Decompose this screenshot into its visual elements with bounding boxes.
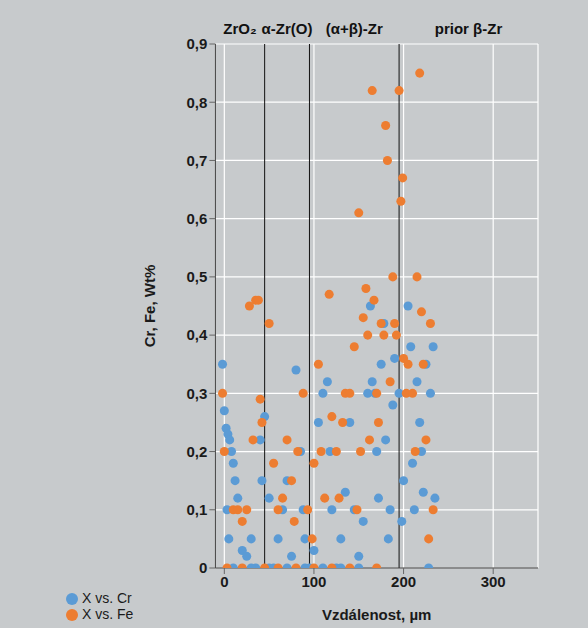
svg-text:200: 200 (391, 573, 416, 590)
svg-text:0,4: 0,4 (187, 326, 209, 343)
svg-text:ZrO₂: ZrO₂ (223, 20, 256, 37)
svg-text:0,9: 0,9 (187, 35, 208, 52)
svg-text:300: 300 (481, 573, 506, 590)
svg-text:0,3: 0,3 (187, 385, 208, 402)
html-text:X vs. Fe: X vs. Fe (82, 606, 134, 622)
svg-text:100: 100 (301, 573, 326, 590)
svg-text:0,2: 0,2 (187, 443, 208, 460)
svg-text:0,1: 0,1 (187, 501, 208, 518)
svg-text:α-Zr(O): α-Zr(O) (262, 20, 313, 37)
svg-text:0: 0 (220, 573, 228, 590)
svg-text:0,5: 0,5 (187, 268, 208, 285)
svg-text:0,7: 0,7 (187, 152, 208, 169)
svg-text:Vzdálenost, µm: Vzdálenost, µm (322, 606, 432, 623)
svg-text:0,6: 0,6 (187, 210, 208, 227)
html-text:X vs. Cr: X vs. Cr (82, 590, 132, 606)
svg-text:Cr, Fe, Wt%: Cr, Fe, Wt% (141, 265, 158, 348)
svg-text:0,8: 0,8 (187, 94, 208, 111)
svg-text:prior β-Zr: prior β-Zr (435, 20, 503, 37)
svg-text:0: 0 (199, 559, 207, 576)
svg-text:(α+β)-Zr: (α+β)-Zr (326, 20, 383, 37)
